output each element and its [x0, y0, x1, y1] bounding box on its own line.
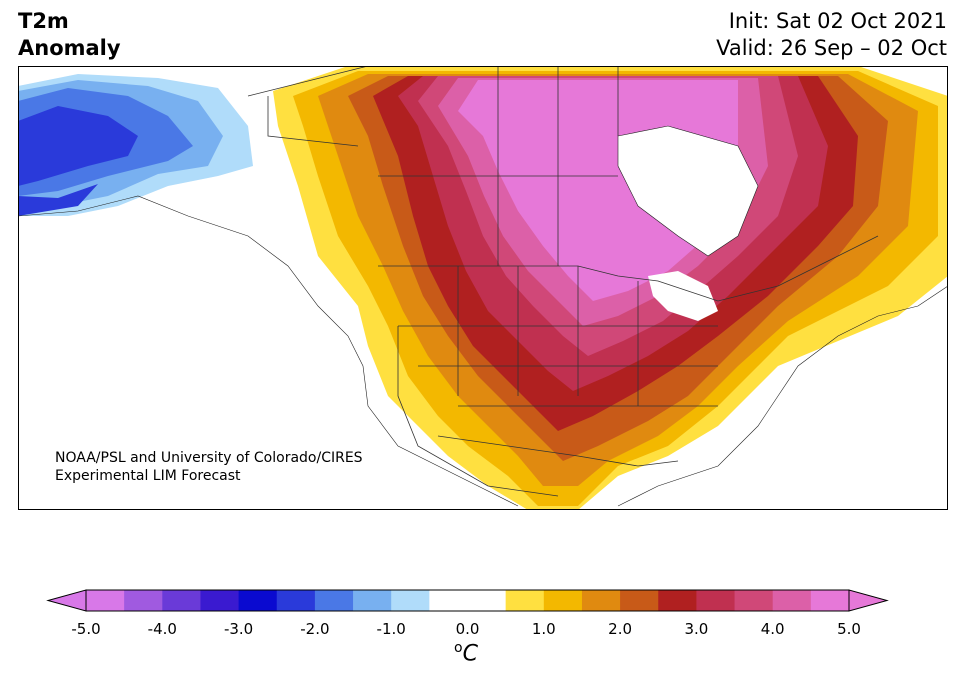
colorbar-cell: [772, 590, 812, 611]
political-borders: [247, 66, 879, 497]
colorbar-unit: oC: [454, 640, 478, 666]
title-line-2: Anomaly: [18, 36, 121, 60]
colorbar-tick: 5.0: [837, 620, 861, 638]
colorbar-tick: -3.0: [223, 620, 254, 638]
water-bodies: [18, 126, 758, 510]
colorbar-tick: -1.0: [376, 620, 406, 638]
colorbar-tick: -5.0: [71, 620, 101, 638]
colorbar-cell: [620, 590, 659, 611]
init-date: Init: Sat 02 Oct 2021: [728, 9, 947, 33]
colorbar-cell: [696, 590, 736, 611]
colorbar-cell: [276, 590, 316, 611]
colorbar-extend-low: [46, 589, 87, 612]
warm-anomaly-bands: [273, 66, 948, 510]
colorbar-cell: [810, 590, 850, 611]
credit-line-2: Experimental LIM Forecast: [55, 468, 241, 484]
colorbar-cell: [505, 590, 545, 611]
cold-anomaly-alaska: [18, 74, 253, 216]
coastlines: [18, 125, 948, 507]
colorbar-tick: 4.0: [760, 620, 785, 638]
colorbar-tick: 3.0: [684, 620, 709, 638]
colorbar-cell: [734, 590, 774, 611]
colorbar-tick: 2.0: [608, 620, 633, 638]
degree-sign: o: [454, 640, 463, 656]
colorbar-cell: [124, 590, 163, 611]
forecast-dates: Init: Sat 02 Oct 2021 Valid: 26 Sep – 02…: [716, 8, 947, 62]
colorbar-tick: 1.0: [531, 620, 556, 638]
colorbar-cell: [543, 590, 583, 611]
anomaly-map: [18, 66, 948, 510]
colorbar-cell: [429, 590, 468, 611]
unit-letter: C: [462, 641, 478, 667]
chart-title: T2m Anomaly: [18, 8, 121, 62]
colorbar-cell: [581, 590, 621, 611]
colorbar-cell: [238, 590, 278, 611]
colorbar-border: [85, 589, 850, 612]
colorbar-cell: [314, 590, 354, 611]
colorbar: [46, 589, 889, 612]
colorbar-tick: -4.0: [147, 620, 177, 638]
colorbar-tick: 0.0: [455, 620, 480, 638]
colorbar-cell: [86, 590, 125, 611]
colorbar-cell: [162, 590, 201, 611]
colorbar-cell: [467, 590, 507, 611]
colorbar-extend-high: [848, 589, 889, 612]
colorbar-cell: [391, 590, 430, 611]
colorbar-tick: -2.0: [300, 620, 330, 638]
credit-text: NOAA/PSL and University of Colorado/CIRE…: [55, 449, 363, 485]
colorbar-cell: [353, 590, 392, 611]
title-line-1: T2m: [18, 9, 69, 33]
valid-range: Valid: 26 Sep – 02 Oct: [716, 36, 947, 60]
colorbar-cell: [200, 590, 240, 611]
colorbar-cell: [658, 590, 697, 611]
colorbar-ticks: -5.0 -4.0 -3.0 -2.0 -1.0 0.0 1.0 2.0 3.0…: [0, 620, 959, 640]
credit-line-1: NOAA/PSL and University of Colorado/CIRE…: [55, 450, 363, 466]
